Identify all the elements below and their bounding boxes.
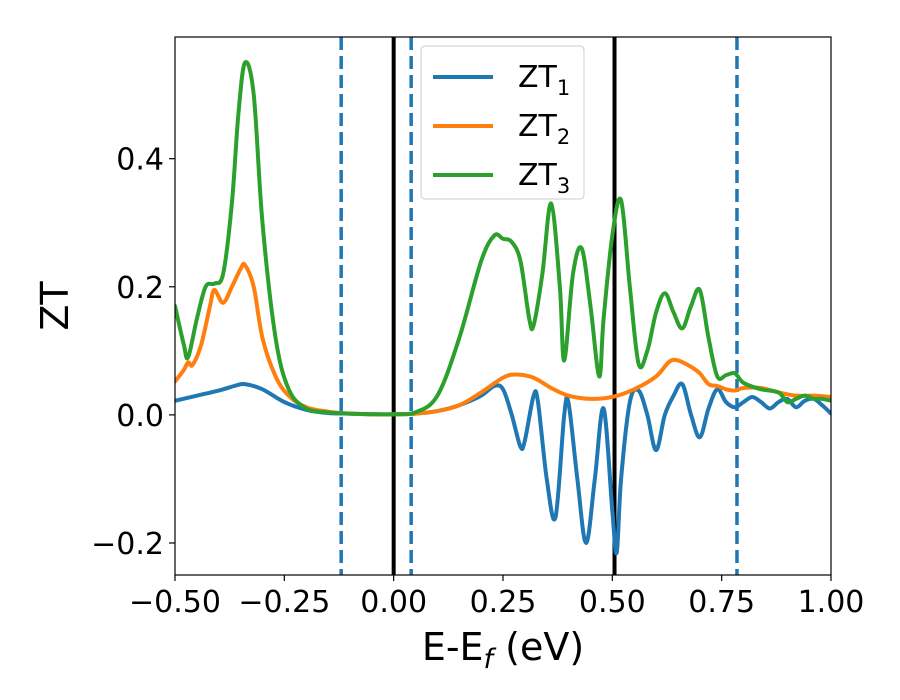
x-axis-title-unit: (eV) [493, 625, 584, 669]
x-axis-title-main: E-E [422, 625, 484, 669]
series-lines [175, 59, 831, 556]
series-line-zt2 [175, 261, 831, 417]
x-tick-label: 0.25 [470, 585, 537, 620]
legend-box [420, 45, 585, 200]
x-tick-label: 1.00 [798, 585, 865, 620]
series-line-zt1 [175, 381, 831, 556]
x-tick-label: −0.25 [238, 585, 330, 620]
legend: ZT1 ZT2 ZT3 [420, 45, 585, 200]
y-tick-label: 0.0 [116, 399, 164, 434]
legend-label-zt1: ZT1 [518, 60, 570, 100]
y-tick-label: 0.2 [116, 271, 164, 306]
y-axis: −0.2 0.0 0.2 0.4 [91, 143, 175, 562]
x-tick-label: 0.00 [360, 585, 427, 620]
x-tick-label: −0.50 [129, 585, 221, 620]
y-tick-label: −0.2 [91, 527, 164, 562]
x-axis: −0.50 −0.25 0.00 0.25 0.50 0.75 1.00 [129, 575, 864, 620]
x-tick-label: 0.50 [579, 585, 646, 620]
series-line-zt3 [175, 59, 831, 417]
legend-label-zt2: ZT2 [518, 109, 570, 149]
y-axis-title: ZT [33, 281, 77, 331]
reference-lines [339, 37, 739, 575]
legend-label-zt3: ZT3 [518, 158, 570, 198]
x-axis-title: E-Ef (eV) [422, 625, 584, 675]
x-tick-label: 0.75 [688, 585, 755, 620]
y-tick-label: 0.4 [116, 143, 164, 178]
